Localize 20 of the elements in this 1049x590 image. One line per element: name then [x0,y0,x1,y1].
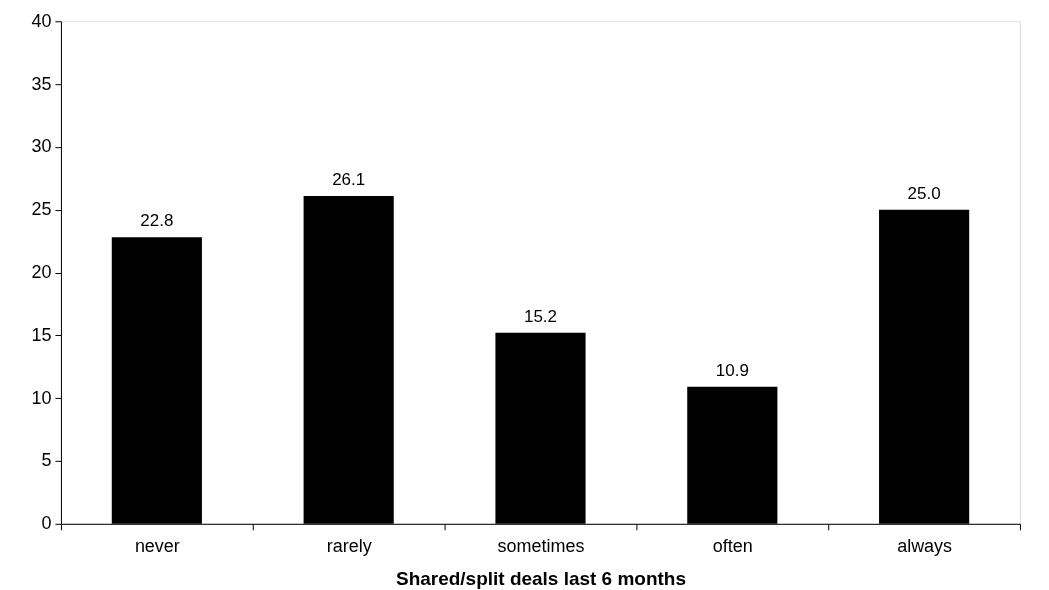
x-tick-label: rarely [326,536,372,557]
x-tick-label: sometimes [497,536,585,557]
y-tick-label: 25 [31,199,52,220]
y-tick-label: 5 [41,450,52,471]
y-tick-label: 0 [41,513,52,534]
data-label: 26.1 [332,169,366,189]
y-tick-label: 15 [31,324,52,345]
y-tick-label: 40 [31,10,52,31]
data-label: 25.0 [907,183,941,203]
y-tick-label: 30 [31,136,52,157]
x-axis-title: Shared/split deals last 6 months [396,568,686,590]
x-tick-label: never [134,536,180,557]
y-tick-label: 20 [31,262,52,283]
data-label: 15.2 [523,306,557,326]
y-tick-label: 10 [31,387,52,408]
x-tick-label: always [897,536,953,557]
x-tick-label: often [712,536,753,557]
y-tick-label: 35 [31,73,52,94]
data-label: 10.9 [715,360,749,380]
data-label: 22.8 [140,211,174,231]
